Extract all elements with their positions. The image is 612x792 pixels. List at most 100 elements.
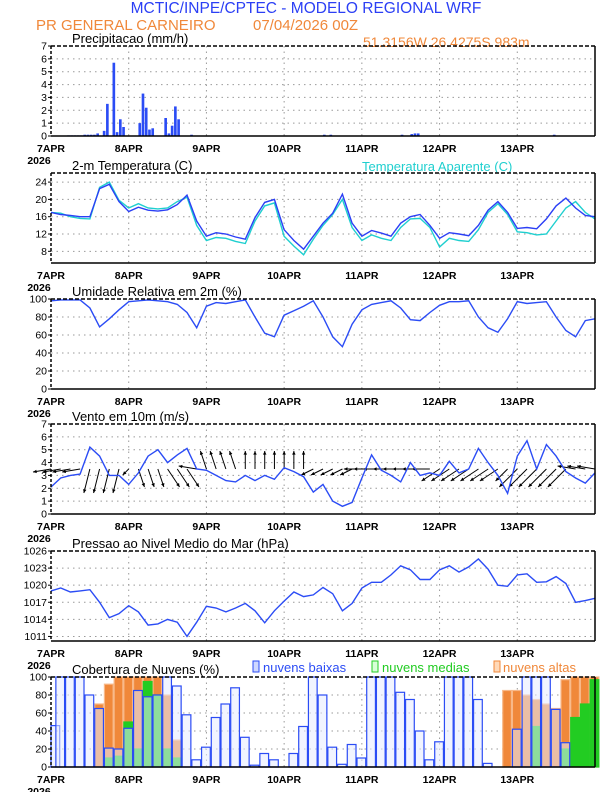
low-cloud-bar — [103, 747, 114, 768]
x-tick-label: 9APR — [192, 143, 220, 155]
wind-vector-head — [243, 451, 248, 455]
medium-cloud-bar — [570, 716, 581, 768]
y-tick-label: 40 — [35, 726, 47, 738]
x-year-label: 2026 — [27, 786, 51, 792]
x-tick-label: 13APR — [500, 270, 534, 282]
low-cloud-bar — [84, 694, 95, 768]
low-cloud-bar — [385, 676, 396, 768]
wind-vector-head — [441, 477, 445, 481]
wind-vector-head — [62, 469, 66, 474]
low-cloud-bar — [162, 676, 173, 768]
wind-vector-head — [102, 489, 106, 493]
x-tick-label: 11APR — [345, 521, 379, 533]
low-cloud-bar — [366, 676, 377, 768]
low-cloud-bar — [210, 716, 221, 768]
precip-bar — [122, 127, 125, 136]
legend-low-clouds: nuvens baixas — [263, 660, 347, 675]
low-cloud-bar — [220, 703, 231, 768]
low-cloud-bar — [540, 676, 551, 768]
precip-bar — [410, 134, 414, 136]
y-tick-label: 40 — [35, 348, 47, 360]
panel-temp: 2-m Temperatura (C) 8 12 16 20 24 7APR 8APR 9APR… — [27, 158, 596, 294]
medium-cloud-bar — [579, 703, 590, 768]
wind-vector-head — [185, 483, 190, 487]
panel-title: Pressao ao Nivel Medio do Mar (hPa) — [72, 536, 289, 551]
y-tick-label: 1014 — [24, 614, 48, 626]
wind-vector-head — [402, 467, 406, 471]
low-cloud-bar — [200, 746, 211, 768]
wind-vector — [167, 468, 180, 488]
x-tick-label: 7APR — [37, 648, 65, 660]
wind-vector — [450, 468, 469, 482]
wind-vector — [421, 468, 440, 482]
low-cloud-bar — [327, 746, 338, 768]
y-tick-label: 100 — [29, 672, 47, 684]
x-tick-label: 11APR — [345, 648, 379, 660]
wind-vector-head — [33, 469, 37, 474]
low-cloud-bar — [434, 741, 445, 768]
y-tick-label: 24 — [35, 177, 47, 189]
wind-vector-head — [330, 471, 335, 475]
x-tick-label: 12APR — [423, 143, 457, 155]
wind-vector-head — [301, 471, 306, 475]
precip-bar — [413, 133, 417, 136]
legend-high-clouds: nuvens altas — [503, 660, 576, 675]
x-tick-label: 10APR — [267, 270, 301, 282]
x-tick-label: 11APR — [345, 774, 379, 786]
temp-legend-apparent: Temperatura Aparente (C) — [362, 159, 512, 174]
low-cloud-bar — [395, 691, 406, 768]
x-tick-label: 12APR — [423, 774, 457, 786]
wind-vector-head — [262, 451, 267, 455]
wind-vector-head — [199, 451, 204, 455]
y-tick-label: 60 — [35, 330, 47, 342]
y-tick-label: 1 — [41, 118, 47, 130]
wind-vector-head — [460, 477, 465, 481]
panel-pressure: Pressao ao Nivel Medio do Mar (hPa) 1011 1… — [24, 536, 596, 672]
x-tick-label: 8APR — [115, 270, 143, 282]
x-tick-label: 8APR — [115, 521, 143, 533]
low-cloud-bar — [288, 752, 299, 768]
low-cloud-bar — [443, 676, 454, 768]
precip-bar — [112, 62, 116, 136]
station-name: PR GENERAL CARNEIRO — [36, 17, 215, 34]
x-tick-label: 10APR — [267, 648, 301, 660]
low-cloud-bar — [404, 698, 415, 768]
wind-vector-head — [151, 483, 155, 487]
wind-vector-head — [392, 467, 397, 471]
x-tick-label: 8APR — [115, 648, 143, 660]
y-tick-label: 80 — [35, 690, 47, 702]
y-tick-label: 6 — [41, 431, 47, 443]
x-tick-label: 13APR — [500, 521, 534, 533]
y-tick-label: 4 — [41, 457, 47, 469]
low-cloud-bar — [132, 689, 143, 768]
wind-vector — [528, 468, 547, 488]
precip-bar — [170, 125, 174, 136]
wind-vector-head — [219, 451, 223, 455]
location-coordinates: 51.3156W 26.4275S 983m — [363, 34, 530, 50]
wind-vector — [469, 468, 489, 482]
low-cloud-bar — [346, 743, 357, 768]
wind-vector-head — [229, 451, 233, 455]
wind-vector-head — [538, 483, 542, 487]
y-tick-label: 7 — [41, 419, 47, 431]
low-cloud-bar — [259, 752, 270, 768]
y-tick-label: 20 — [35, 744, 47, 756]
y-tick-label: 4 — [41, 79, 47, 91]
x-tick-label: 13APR — [500, 396, 534, 408]
x-tick-label: 10APR — [267, 774, 301, 786]
legend-swatch-high — [493, 660, 501, 673]
wind-vector-head — [178, 464, 183, 469]
y-tick-label: 8 — [41, 246, 47, 258]
y-tick-label: 100 — [29, 294, 47, 306]
low-cloud-bar — [424, 759, 435, 768]
x-tick-label: 12APR — [423, 648, 457, 660]
low-cloud-bar — [268, 759, 279, 768]
wind-vector-head — [176, 483, 180, 487]
wind-vector — [547, 468, 567, 488]
low-cloud-bar — [230, 687, 241, 768]
y-tick-label: 0 — [41, 131, 47, 143]
low-cloud-bar — [94, 707, 105, 768]
y-tick-label: 80 — [35, 312, 47, 324]
low-cloud-bar — [181, 714, 192, 768]
wind-vector-head — [42, 469, 47, 474]
